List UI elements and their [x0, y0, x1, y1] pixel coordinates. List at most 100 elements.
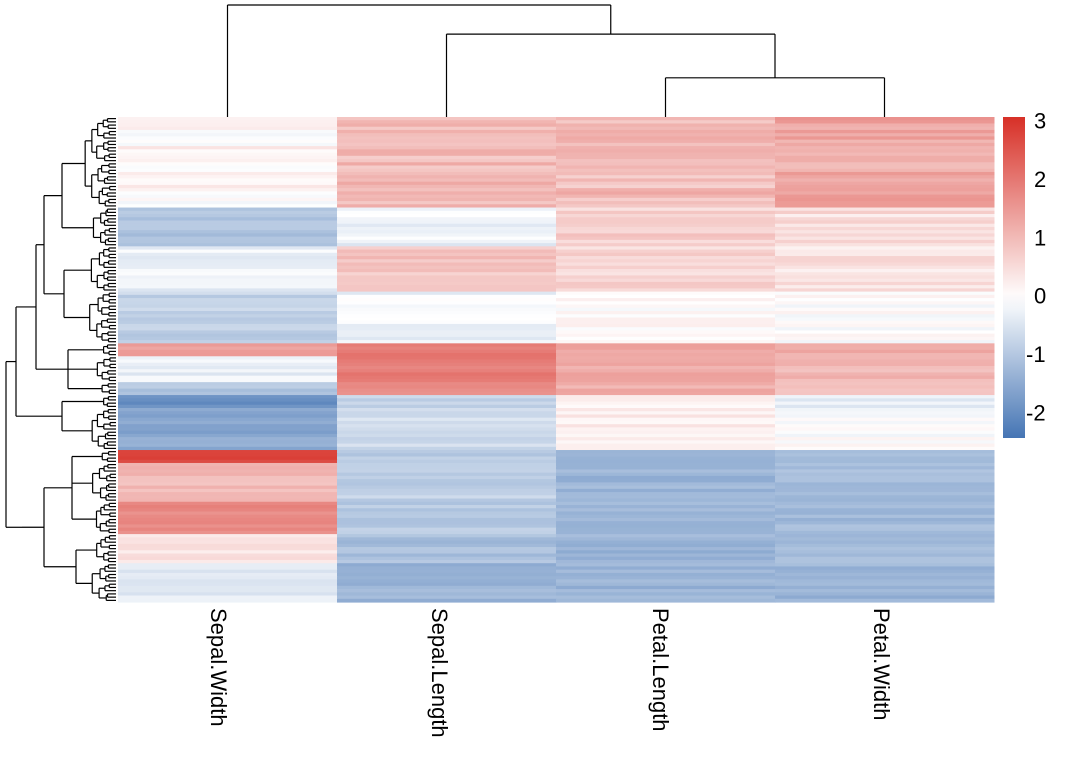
heatmap-cell — [775, 401, 995, 406]
heatmap-cell — [556, 466, 776, 471]
heatmap-cell — [775, 527, 995, 532]
heatmap-cell — [556, 537, 776, 542]
heatmap-cell — [775, 553, 995, 558]
heatmap-cell — [337, 540, 557, 545]
heatmap-cell — [775, 207, 995, 212]
heatmap-cell — [775, 566, 995, 571]
heatmap-cell — [775, 534, 995, 538]
heatmap-cell — [775, 278, 995, 283]
heatmap-cell — [118, 265, 338, 270]
heatmap-cell — [118, 317, 338, 322]
heatmap-cell — [118, 184, 338, 189]
heatmap-cell — [775, 275, 995, 280]
heatmap-cell — [556, 256, 776, 260]
heatmap-cell — [775, 327, 995, 331]
heatmap-cell — [556, 559, 776, 564]
heatmap-cell — [775, 349, 995, 354]
heatmap-cell — [337, 230, 557, 234]
heatmap-cell — [337, 152, 557, 157]
heatmap-cell — [337, 488, 557, 493]
column-label-sepal-length: Sepal.Length — [427, 608, 452, 738]
heatmap-cell — [337, 294, 557, 299]
heatmap-cell — [118, 517, 338, 522]
heatmap-cell — [556, 223, 776, 228]
heatmap-cell — [775, 136, 995, 141]
heatmap-cell — [775, 598, 995, 603]
heatmap-cell — [337, 249, 557, 254]
heatmap-cell — [775, 550, 995, 555]
heatmap-cell — [337, 414, 557, 419]
heatmap-cell — [556, 395, 776, 399]
heatmap-cell — [775, 217, 995, 222]
heatmap-cell — [118, 450, 338, 454]
heatmap-cell — [337, 479, 557, 483]
heatmap-cell — [118, 537, 338, 542]
heatmap-cell — [118, 162, 338, 167]
heatmap-cell — [775, 576, 995, 580]
heatmap-cell — [118, 220, 338, 225]
heatmap-cell — [118, 159, 338, 163]
heatmap-cell — [337, 223, 557, 228]
heatmap-cell — [775, 378, 995, 383]
heatmap-cell — [118, 534, 338, 538]
heatmap-cell — [775, 462, 995, 467]
heatmap-cell — [775, 220, 995, 225]
heatmap-cell — [775, 159, 995, 163]
heatmap-cell — [337, 582, 557, 587]
heatmap-cell — [118, 469, 338, 474]
heatmap-cell — [775, 330, 995, 335]
heatmap-cell — [775, 204, 995, 209]
heatmap-cell — [775, 343, 995, 348]
heatmap-cell — [556, 236, 776, 241]
heatmap-cell — [118, 146, 338, 150]
heatmap-cell — [118, 330, 338, 335]
heatmap-cell — [337, 589, 557, 593]
heatmap-cell — [775, 123, 995, 128]
heatmap-cell — [337, 443, 557, 448]
heatmap-cell — [337, 395, 557, 399]
heatmap-cell — [775, 356, 995, 361]
heatmap-cell — [556, 323, 776, 328]
heatmap-cell — [337, 285, 557, 289]
heatmap-cell — [556, 521, 776, 525]
heatmap-cell — [775, 168, 995, 173]
heatmap-cell — [556, 433, 776, 438]
heatmap-cell — [118, 294, 338, 299]
heatmap-cell — [556, 414, 776, 419]
heatmap-cell — [775, 582, 995, 587]
heatmap-cell — [556, 307, 776, 312]
heatmap-cell — [337, 401, 557, 406]
heatmap-cell — [775, 294, 995, 299]
heatmap-cell — [118, 401, 338, 406]
heatmap-cell — [775, 365, 995, 370]
heatmap-cell — [775, 281, 995, 286]
heatmap-cell — [337, 369, 557, 374]
heatmap-cell — [118, 307, 338, 312]
heatmap-cell — [775, 233, 995, 238]
heatmap-cell — [556, 508, 776, 513]
heatmap-cell — [118, 365, 338, 370]
heatmap-cell — [556, 343, 776, 348]
heatmap-cell — [337, 566, 557, 571]
heatmap-cell — [775, 188, 995, 192]
heatmap-cell — [556, 346, 776, 351]
heatmap-cell — [775, 417, 995, 422]
heatmap-cell — [118, 165, 338, 170]
heatmap-cell — [337, 459, 557, 464]
heatmap-cell — [337, 120, 557, 125]
heatmap-cell — [775, 382, 995, 386]
heatmap-cell — [775, 592, 995, 597]
heatmap-cell — [775, 391, 995, 396]
heatmap-cell — [556, 129, 776, 134]
heatmap-cell — [118, 362, 338, 367]
heatmap-cell — [118, 437, 338, 441]
heatmap-cell — [337, 236, 557, 241]
heatmap-cell — [118, 378, 338, 383]
heatmap-cell — [775, 572, 995, 577]
heatmap-cell — [337, 462, 557, 467]
heatmap-cell — [775, 547, 995, 551]
heatmap-cell — [556, 330, 776, 335]
heatmap-cell — [775, 482, 995, 487]
heatmap-cell — [556, 197, 776, 202]
